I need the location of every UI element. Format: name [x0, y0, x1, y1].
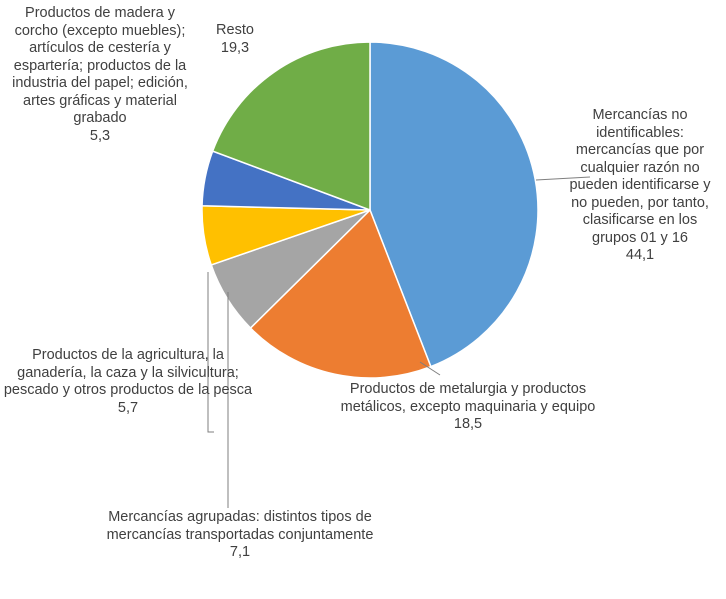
- category-label: Resto: [216, 22, 254, 38]
- value-label: 18,5: [453, 416, 483, 432]
- leader-line: [535, 176, 591, 181]
- data-label: Productos de metalurgia y productos metá…: [333, 381, 603, 434]
- category-label: Mercancías no identificables: mercancías…: [569, 107, 711, 246]
- data-label: Productos de madera y corcho (excepto mu…: [5, 5, 195, 145]
- category-label: Mercancías agrupadas: distintos tipos de…: [106, 509, 374, 543]
- leader-line: [419, 361, 441, 376]
- category-label: Productos de metalurgia y productos metá…: [340, 381, 596, 415]
- value-label: 5,7: [117, 399, 139, 416]
- pie-slice: [369, 41, 539, 368]
- data-label: Mercancías no identificables: mercancías…: [560, 107, 720, 265]
- data-label: Resto 19,3: [195, 22, 275, 57]
- value-label: 7,1: [229, 544, 251, 560]
- category-label: Productos de la agricultura, la ganaderí…: [3, 347, 253, 398]
- pie-slice: [249, 208, 432, 379]
- pie-slice: [211, 41, 371, 212]
- value-label: 5,3: [89, 127, 111, 144]
- data-label: Productos de la agricultura, la ganaderí…: [3, 347, 253, 417]
- category-label: Productos de madera y corcho (excepto mu…: [12, 5, 188, 126]
- data-label: Mercancías agrupadas: distintos tipos de…: [90, 509, 390, 562]
- value-label: 44,1: [625, 247, 655, 263]
- leader-line: [207, 272, 214, 433]
- value-label: 19,3: [220, 39, 250, 56]
